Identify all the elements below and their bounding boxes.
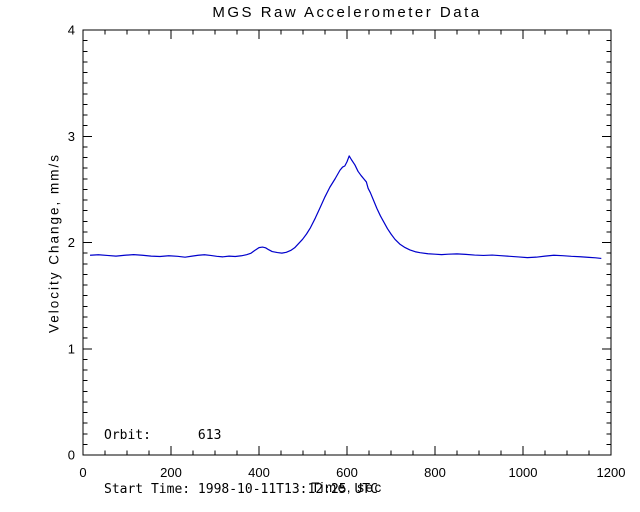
y-tick-label: 0	[68, 448, 75, 463]
x-tick-label: 400	[248, 465, 270, 480]
annotation-start-time-line: Start Time: 1998-10-11T13:12:25 UTC	[104, 482, 378, 497]
x-tick-label: 1200	[597, 465, 626, 480]
y-tick-label: 2	[68, 235, 75, 250]
x-tick-label: 0	[79, 465, 86, 480]
x-axis-label: Time, sec	[311, 480, 383, 495]
y-tick-label: 4	[68, 23, 75, 38]
y-tick-label: 1	[68, 341, 75, 356]
data-series-velocity-change	[90, 155, 602, 260]
x-tick-label: 600	[336, 465, 358, 480]
x-tick-label: 1000	[509, 465, 538, 480]
y-axis-label: Velocity Change, mm/s	[46, 152, 62, 334]
x-tick-label: 200	[160, 465, 182, 480]
x-tick-label: 800	[424, 465, 446, 480]
chart-title: MGS Raw Accelerometer Data	[212, 4, 482, 21]
annotation-orbit-line: Orbit: 613	[104, 428, 222, 443]
y-tick-label: 3	[68, 129, 75, 144]
annotation-block: Orbit: 613 Start Time: 1998-10-11T13:12:…	[104, 391, 378, 512]
